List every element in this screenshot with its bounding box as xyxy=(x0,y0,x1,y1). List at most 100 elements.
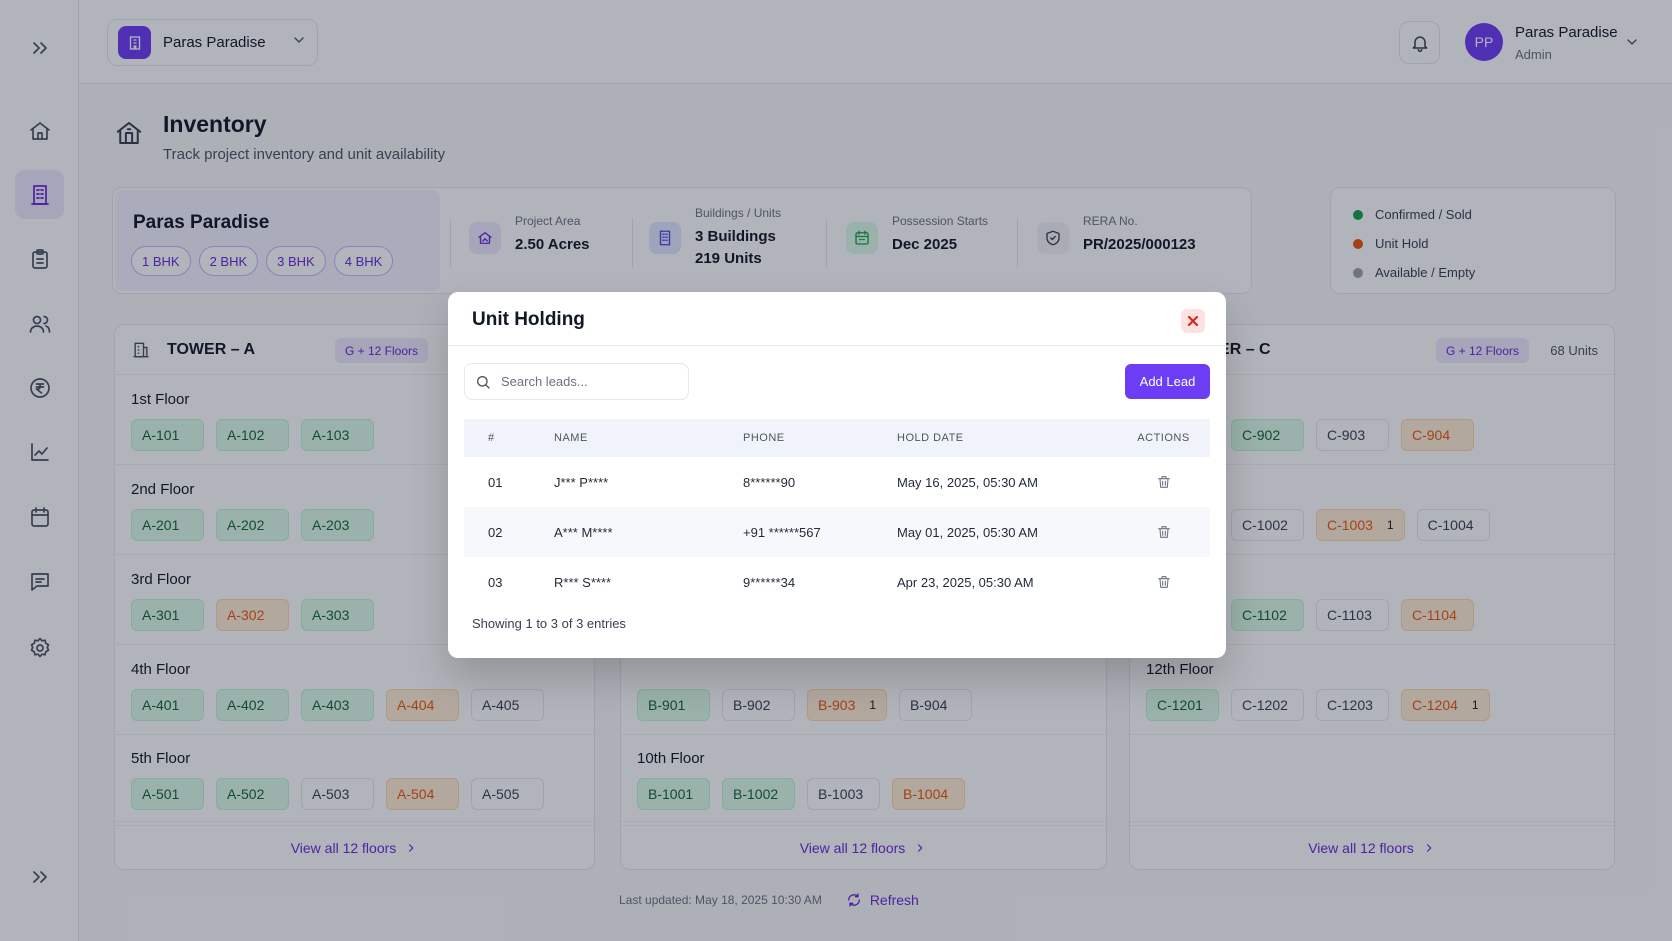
footer: Last updated: May 18, 2025 10:30 AM Refr… xyxy=(619,892,919,908)
chevron-down-icon xyxy=(291,32,307,53)
unit-chip[interactable]: A-202 xyxy=(216,509,289,541)
nav-home[interactable] xyxy=(15,106,64,155)
nav-users[interactable] xyxy=(15,299,64,348)
project-selector[interactable]: Paras Paradise xyxy=(107,19,318,66)
close-button[interactable] xyxy=(1181,309,1205,333)
unit-chip[interactable]: B-1004 xyxy=(892,778,965,810)
add-lead-button[interactable]: Add Lead xyxy=(1125,364,1210,399)
building-icon xyxy=(131,340,151,365)
unit-chip[interactable]: C-1203 xyxy=(1316,689,1389,721)
unit-list: A-501 A-502 A-503 A-504 A-505 xyxy=(131,778,544,810)
status-dot xyxy=(1353,209,1363,220)
unit-list: B-901 B-902 B-903 1 B-904 xyxy=(637,689,973,721)
user-menu-chevron[interactable] xyxy=(1624,34,1640,55)
unit-chip[interactable]: C-1004 xyxy=(1416,509,1490,541)
unit-chip[interactable]: C-1002 xyxy=(1231,509,1304,541)
delete-button[interactable] xyxy=(1117,524,1210,540)
unit-chip[interactable]: A-303 xyxy=(301,599,374,631)
users-icon xyxy=(29,315,50,333)
notifications-button[interactable] xyxy=(1399,21,1440,64)
divider xyxy=(632,218,633,268)
chevron-right-icon xyxy=(409,843,414,852)
refresh-button[interactable]: Refresh xyxy=(846,892,919,908)
unit-chip[interactable]: A-502 xyxy=(216,778,289,810)
floor-label: 1st Floor xyxy=(131,391,190,408)
chart-icon xyxy=(30,442,49,461)
unit-chip[interactable]: C-904 xyxy=(1401,419,1474,451)
nav-tasks[interactable] xyxy=(15,234,64,283)
nav-reports[interactable] xyxy=(15,427,64,476)
view-all-floors-link[interactable]: View all 12 floors xyxy=(621,825,1106,869)
nav-messages[interactable] xyxy=(15,557,64,606)
expand-sidebar-button[interactable] xyxy=(15,23,64,72)
trash-icon xyxy=(1157,526,1170,538)
unit-chip[interactable]: B-1003 xyxy=(807,778,880,810)
unit-chip[interactable]: C-1003 1 xyxy=(1316,509,1405,541)
project-summary-card: Paras Paradise 1 BHK 2 BHK 3 BHK 4 BHK P… xyxy=(112,187,1252,294)
unit-chip[interactable]: A-103 xyxy=(301,419,374,451)
project-summary-left: Paras Paradise 1 BHK 2 BHK 3 BHK 4 BHK xyxy=(115,190,440,291)
unit-chip[interactable]: A-301 xyxy=(131,599,204,631)
nav-payments[interactable] xyxy=(15,363,64,412)
unit-chip[interactable]: B-904 xyxy=(899,689,973,721)
view-all-label: View all 12 floors xyxy=(799,839,906,856)
unit-number: A-504 xyxy=(397,786,435,802)
unit-chip[interactable]: C-1104 xyxy=(1401,599,1474,631)
unit-chip[interactable]: B-901 xyxy=(637,689,710,721)
nav-calendar[interactable] xyxy=(15,492,64,541)
bhk-chip[interactable]: 1 BHK xyxy=(131,246,191,276)
unit-chip[interactable]: A-405 xyxy=(471,689,544,721)
nav-inventory[interactable] xyxy=(15,170,64,219)
bhk-chip[interactable]: 4 BHK xyxy=(333,246,394,276)
unit-number: C-904 xyxy=(1412,427,1451,443)
unit-chip[interactable]: A-505 xyxy=(471,778,544,810)
unit-chip[interactable]: C-1202 xyxy=(1231,689,1304,721)
unit-chip[interactable]: A-402 xyxy=(216,689,289,721)
rupee-icon xyxy=(29,377,50,398)
lead-phone: 9******34 xyxy=(743,574,796,590)
search-input[interactable] xyxy=(501,374,671,389)
lead-name: J*** P**** xyxy=(554,474,609,490)
unit-chip[interactable]: A-503 xyxy=(301,778,374,810)
project-logo xyxy=(118,26,151,59)
unit-chip[interactable]: C-1102 xyxy=(1231,599,1304,631)
unit-chip[interactable]: A-501 xyxy=(131,778,204,810)
nav-settings[interactable] xyxy=(15,623,64,672)
delete-button[interactable] xyxy=(1117,474,1210,490)
unit-chip[interactable]: A-203 xyxy=(301,509,374,541)
unit-chip[interactable]: B-1002 xyxy=(722,778,795,810)
unit-number: B-902 xyxy=(733,697,771,713)
unit-chip[interactable]: C-902 xyxy=(1231,419,1304,451)
stat-label: RERA No. xyxy=(1083,214,1138,228)
status-legend: Confirmed / Sold Unit Hold Available / E… xyxy=(1330,187,1616,294)
unit-chip[interactable]: A-102 xyxy=(216,419,289,451)
unit-number: B-1003 xyxy=(818,786,864,802)
delete-button[interactable] xyxy=(1117,574,1210,590)
unit-number: C-1003 xyxy=(1327,517,1373,533)
unit-chip[interactable]: A-504 xyxy=(386,778,459,810)
unit-chip[interactable]: A-404 xyxy=(386,689,459,721)
bhk-chip[interactable]: 2 BHK xyxy=(198,246,259,276)
unit-chip[interactable]: C-1103 xyxy=(1316,599,1389,631)
unit-chip[interactable]: B-902 xyxy=(722,689,795,721)
legend-label: Unit Hold xyxy=(1375,236,1429,251)
unit-chip[interactable]: A-401 xyxy=(131,689,204,721)
unit-chip[interactable]: B-1001 xyxy=(637,778,710,810)
unit-chip[interactable]: A-201 xyxy=(131,509,204,541)
unit-chip[interactable]: C-1204 1 xyxy=(1401,689,1490,721)
unit-number: A-501 xyxy=(142,786,180,802)
view-all-floors-link[interactable]: View all 12 floors xyxy=(115,825,594,869)
avatar[interactable]: PP xyxy=(1465,23,1503,61)
view-all-floors-link[interactable]: View all 12 floors xyxy=(1130,825,1614,869)
unit-chip[interactable]: A-101 xyxy=(131,419,204,451)
unit-chip[interactable]: C-903 xyxy=(1316,419,1389,451)
expand-sidebar-bottom-button[interactable] xyxy=(15,852,64,901)
topbar: Paras Paradise PP Paras Paradise Admin xyxy=(79,0,1672,84)
unit-chip[interactable]: B-903 1 xyxy=(807,689,888,721)
bhk-chip[interactable]: 3 BHK xyxy=(266,246,326,276)
unit-chip[interactable]: A-403 xyxy=(301,689,374,721)
column-header: NAME xyxy=(554,432,588,444)
unit-chip[interactable]: C-1201 xyxy=(1146,689,1219,721)
chevron-right-icon xyxy=(918,843,923,852)
unit-chip[interactable]: A-302 xyxy=(216,599,289,631)
